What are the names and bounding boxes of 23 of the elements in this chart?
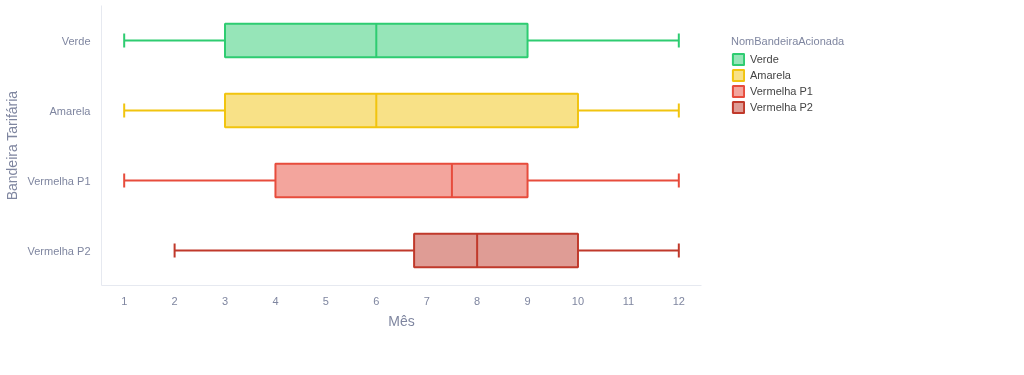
x-tick-label: 9 [524, 294, 531, 307]
y-tick-label: Amarela [49, 104, 92, 117]
y-axis-title: Bandeira Tarifária [3, 90, 20, 201]
x-tick-label: 10 [571, 294, 585, 307]
x-tick-label: 5 [322, 294, 329, 307]
x-tick-label: 1 [121, 294, 128, 307]
legend-label: Vermelha P1 [750, 84, 813, 98]
y-tick-label: Vermelha P1 [27, 174, 91, 187]
legend-label: Verde [750, 52, 779, 66]
x-tick-label: 4 [272, 294, 279, 307]
y-tick-label: Vermelha P2 [27, 244, 91, 257]
x-tick-label: 2 [171, 294, 178, 307]
x-tick-label: 7 [423, 294, 430, 307]
x-tick-label: 8 [474, 294, 481, 307]
y-tick-label: Verde [61, 34, 91, 47]
legend-title: NomBandeiraAcionada [731, 35, 845, 47]
legend-label: Amarela [750, 68, 791, 82]
legend-label: Vermelha P2 [750, 100, 813, 114]
x-tick-label: 6 [373, 294, 380, 307]
x-tick-label: 11 [622, 294, 635, 307]
x-axis-title: Mês [388, 312, 415, 329]
x-tick-label: 12 [672, 294, 685, 307]
x-tick-label: 3 [221, 294, 229, 307]
